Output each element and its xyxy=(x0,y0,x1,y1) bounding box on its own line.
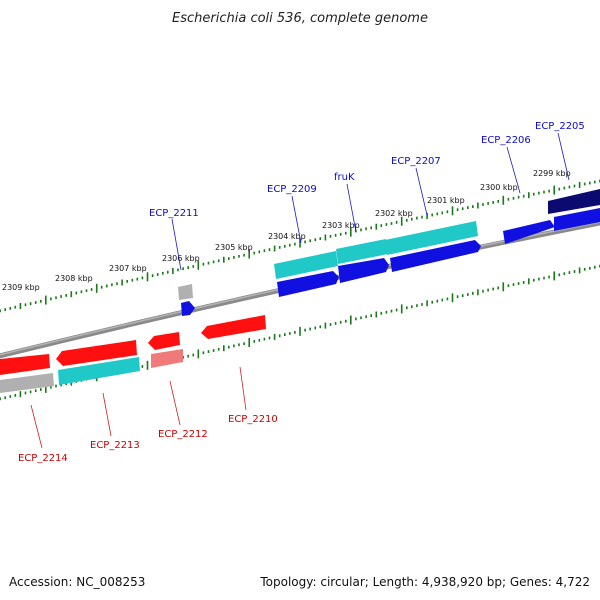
gene-ecp2214-gray[interactable] xyxy=(0,373,54,393)
scale-label: 2301 kbp xyxy=(427,196,465,205)
leader-line xyxy=(415,167,428,216)
gene-ecp2214[interactable] xyxy=(0,354,50,375)
scale-label: 2306 kbp xyxy=(162,254,200,263)
gene-ecp2213-cyan[interactable] xyxy=(58,357,140,385)
scale-label: 2307 kbp xyxy=(109,264,147,273)
scale-label: 2303 kbp xyxy=(322,221,360,230)
gene-label-ecp2213: ECP_2213 xyxy=(90,440,140,451)
leader-line xyxy=(239,366,247,411)
leader-line xyxy=(169,380,181,426)
gene-label-ecp2212: ECP_2212 xyxy=(158,429,208,440)
upper-tick-track xyxy=(0,179,600,313)
scale-label: 2309 kbp xyxy=(2,283,40,292)
gene-label-ecp2207: ECP_2207 xyxy=(391,156,441,167)
gene-ecp2209-lower[interactable] xyxy=(277,271,339,297)
reverse-gene-track xyxy=(0,315,266,393)
gene-ecp2211[interactable] xyxy=(181,301,195,316)
gene-ecp2207-lower[interactable] xyxy=(390,240,481,272)
gene-ecp2206[interactable] xyxy=(503,220,555,244)
leader-line xyxy=(557,132,570,181)
leader-line xyxy=(30,404,43,449)
gene-ecp2207[interactable] xyxy=(385,221,478,255)
scale-label: 2305 kbp xyxy=(215,243,253,252)
gene-fruk[interactable] xyxy=(336,239,388,264)
gene-ecp2205[interactable] xyxy=(548,189,600,214)
scale-label: 2300 kbp xyxy=(480,183,518,192)
gene-ecp2213[interactable] xyxy=(56,340,137,366)
scale-label: 2304 kbp xyxy=(268,232,306,241)
forward-gene-track xyxy=(178,189,600,316)
gene-label-ecp2210: ECP_2210 xyxy=(228,414,278,425)
scale-label: 2308 kbp xyxy=(55,274,93,283)
gene-ecp2205-lower[interactable] xyxy=(554,208,600,231)
leader-line xyxy=(346,183,357,233)
gene-ecp2211-gray[interactable] xyxy=(178,284,193,300)
leader-line xyxy=(102,392,112,437)
gene-ecp2210[interactable] xyxy=(201,315,266,339)
gene-label-ecp2206: ECP_2206 xyxy=(481,135,531,146)
genome-summary-text: Topology: circular; Length: 4,938,920 bp… xyxy=(259,575,590,589)
gene-label-fruk: fruK xyxy=(334,172,355,183)
leader-line xyxy=(506,146,521,194)
gene-label-ecp2205: ECP_2205 xyxy=(535,121,585,132)
gene-ecp2212[interactable] xyxy=(148,332,180,350)
leader-line xyxy=(171,218,182,271)
map-title: Escherichia coli 536, complete genome xyxy=(172,11,428,26)
scale-label: 2302 kbp xyxy=(375,209,413,218)
gene-ecp2209[interactable] xyxy=(274,251,338,279)
gene-fruk-lower[interactable] xyxy=(338,258,389,283)
accession-text: Accession: NC_008253 xyxy=(9,575,145,589)
gene-ecp2212-light[interactable] xyxy=(151,349,183,368)
leader-line xyxy=(291,195,302,244)
scale-label: 2299 kbp xyxy=(533,169,571,178)
gene-label-ecp2209: ECP_2209 xyxy=(267,184,317,195)
gene-label-ecp2214: ECP_2214 xyxy=(18,453,68,464)
gene-label-ecp2211: ECP_2211 xyxy=(149,208,199,219)
